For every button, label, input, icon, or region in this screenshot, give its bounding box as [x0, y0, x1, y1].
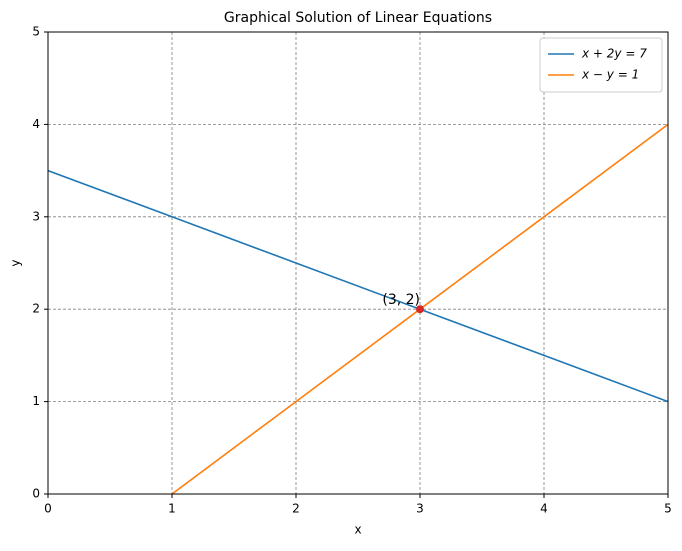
intersection-point: [416, 305, 424, 314]
y-tick-label: 5: [32, 25, 40, 39]
chart-title: Graphical Solution of Linear Equations: [224, 10, 492, 26]
point-label: (3, 2): [382, 292, 420, 308]
y-tick-label: 3: [32, 209, 40, 223]
series-line: [48, 169, 668, 403]
x-axis-label: x: [354, 523, 361, 537]
x-tick-label: 5: [664, 502, 672, 516]
y-tick-label: 4: [32, 117, 40, 131]
legend-box: [539, 37, 663, 93]
y-axis-label: y: [9, 259, 23, 266]
legend-label: x − y = 1: [581, 68, 639, 82]
plot-frame: [47, 31, 669, 495]
x-tick-label: 4: [540, 502, 548, 516]
legend-label: x + 2y = 7: [581, 47, 647, 61]
y-tick-label: 1: [32, 394, 40, 408]
x-tick-label: 0: [44, 502, 52, 516]
x-tick-label: 3: [416, 502, 424, 516]
y-tick-label: 0: [32, 487, 40, 501]
x-tick-label: 2: [292, 502, 300, 516]
x-tick-label: 1: [168, 502, 176, 516]
y-tick-label: 2: [32, 302, 40, 316]
